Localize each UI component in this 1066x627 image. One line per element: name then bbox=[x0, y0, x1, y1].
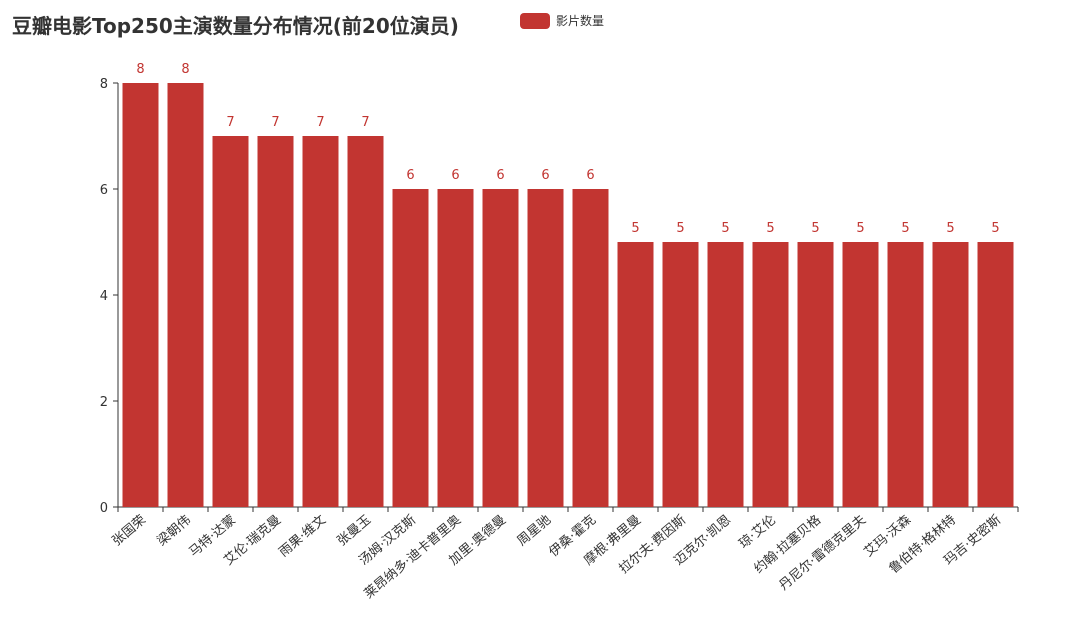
data-label: 7 bbox=[316, 115, 324, 130]
bar bbox=[707, 242, 744, 507]
bar bbox=[167, 83, 204, 507]
x-tick-label: 雨果·维文 bbox=[276, 513, 329, 561]
data-label: 5 bbox=[811, 221, 819, 236]
data-label: 5 bbox=[766, 221, 774, 236]
bar bbox=[887, 242, 924, 507]
bar bbox=[752, 242, 789, 507]
y-tick-label: 2 bbox=[100, 395, 108, 410]
data-label: 7 bbox=[361, 115, 369, 130]
bar bbox=[482, 189, 519, 507]
x-tick-label: 周星驰 bbox=[515, 513, 555, 550]
bar bbox=[257, 136, 294, 507]
x-tick-label: 张国荣 bbox=[110, 513, 150, 550]
data-label: 7 bbox=[226, 115, 234, 130]
data-label: 5 bbox=[721, 221, 729, 236]
bar bbox=[437, 189, 474, 507]
data-label: 8 bbox=[181, 62, 189, 77]
legend[interactable]: 影片数量 bbox=[520, 12, 604, 29]
data-label: 7 bbox=[271, 115, 279, 130]
y-tick-label: 4 bbox=[100, 289, 108, 304]
data-label: 6 bbox=[406, 168, 414, 183]
data-label: 5 bbox=[631, 221, 639, 236]
data-label: 5 bbox=[901, 221, 909, 236]
x-tick-label: 梁朝伟 bbox=[155, 513, 195, 550]
data-label: 6 bbox=[496, 168, 504, 183]
bar bbox=[347, 136, 384, 507]
bar bbox=[797, 242, 834, 507]
data-label: 5 bbox=[676, 221, 684, 236]
x-tick-label: 琼·艾伦 bbox=[736, 513, 779, 552]
bar bbox=[932, 242, 969, 507]
bar bbox=[527, 189, 564, 507]
x-tick-label: 张曼玉 bbox=[335, 513, 375, 550]
bar bbox=[842, 242, 879, 507]
data-label: 6 bbox=[451, 168, 459, 183]
bar bbox=[302, 136, 339, 507]
data-label: 6 bbox=[541, 168, 549, 183]
y-tick-label: 0 bbox=[100, 501, 108, 516]
data-label: 5 bbox=[946, 221, 954, 236]
bar bbox=[212, 136, 249, 507]
data-label: 5 bbox=[856, 221, 864, 236]
y-tick-label: 6 bbox=[100, 183, 108, 198]
bar bbox=[617, 242, 654, 507]
bar bbox=[572, 189, 609, 507]
bar bbox=[122, 83, 159, 507]
bar bbox=[662, 242, 699, 507]
chart-title: 豆瓣电影Top250主演数量分布情况(前20位演员) bbox=[12, 14, 459, 38]
data-label: 8 bbox=[136, 62, 144, 77]
bar bbox=[977, 242, 1014, 507]
legend-label: 影片数量 bbox=[556, 14, 605, 28]
y-tick-label: 8 bbox=[100, 77, 108, 92]
bar bbox=[392, 189, 429, 507]
legend-swatch bbox=[520, 12, 550, 29]
data-label: 5 bbox=[991, 221, 999, 236]
data-label: 6 bbox=[586, 168, 594, 183]
